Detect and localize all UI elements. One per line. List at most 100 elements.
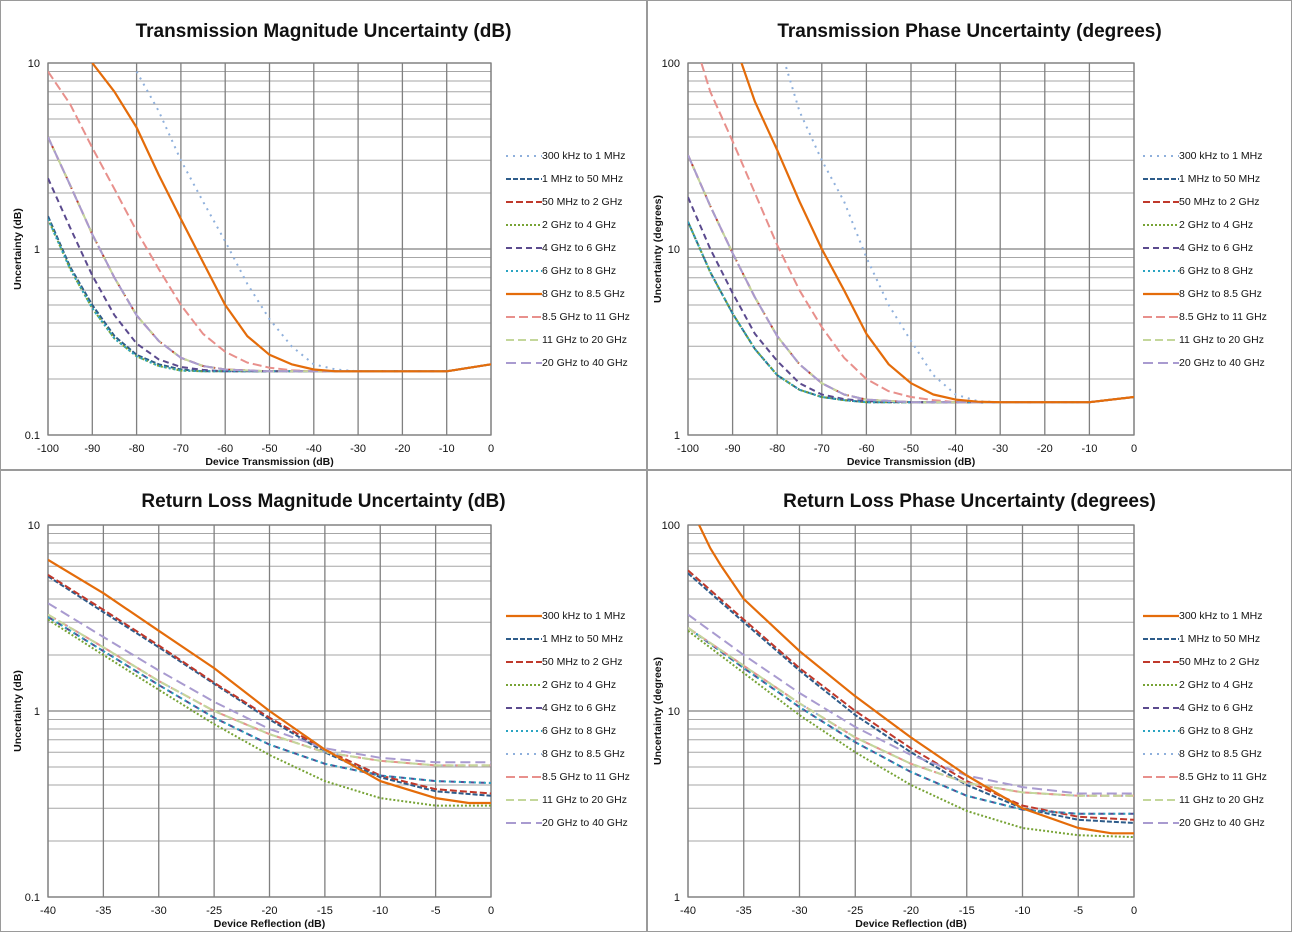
x-tick-label: -20 [1037,443,1053,455]
chart-panel-transmission-magnitude: Transmission Magnitude Uncertainty (dB) … [0,0,647,470]
y-tick-label: 0.1 [25,892,40,904]
series-line [698,525,1134,835]
legend-swatch [1143,661,1179,663]
legend-swatch [1143,247,1179,249]
legend-label: 50 MHz to 2 GHz [1179,656,1260,668]
y-tick-label: 100 [662,58,680,70]
chart-panel-return-loss-phase: Return Loss Phase Uncertainty (degrees) … [647,470,1292,932]
y-tick-label: 1 [674,430,680,442]
y-axis-label: Uncertainty (dB) [12,670,24,752]
y-axis-label: Uncertainty (dB) [12,208,24,290]
series-line [688,569,1134,821]
legend-swatch [506,224,542,226]
x-axis-label: Device Transmission (dB) [205,456,333,468]
legend-label: 1 MHz to 50 MHz [1179,173,1261,185]
legend-label: 4 GHz to 6 GHz [1179,702,1254,714]
legend-swatch [506,178,542,180]
legend-label: 300 kHz to 1 MHz [542,610,626,622]
legend-swatch [1143,178,1179,180]
plot-frame [47,524,492,898]
legend-swatch [506,247,542,249]
legend-label: 20 GHz to 40 GHz [542,817,628,829]
legend-label: 20 GHz to 40 GHz [542,357,628,369]
legend-label: 8 GHz to 8.5 GHz [1179,288,1262,300]
legend-swatch [1143,684,1179,686]
legend-swatch [1143,292,1179,296]
x-tick-label: -50 [903,443,919,455]
legend-label: 8.5 GHz to 11 GHz [1179,771,1267,783]
x-tick-label: -10 [1015,905,1031,917]
y-tick-label: 100 [662,520,680,532]
x-tick-label: 0 [1131,443,1137,455]
legend-swatch [1143,224,1179,226]
x-tick-label: -40 [40,905,56,917]
series-line [48,575,491,797]
legend-swatch [1143,799,1179,801]
legend-label: 4 GHz to 6 GHz [542,242,617,254]
legend-swatch [1143,730,1179,732]
chart-panel-return-loss-magnitude: Return Loss Magnitude Uncertainty (dB) 0… [0,470,647,932]
legend-swatch [1143,638,1179,640]
series-line [48,218,491,373]
x-tick-label: -90 [84,443,100,455]
legend-label: 6 GHz to 8 GHz [1179,265,1254,277]
y-tick-label: 1 [34,706,40,718]
legend-swatch [506,730,542,732]
y-tick-label: 0.1 [25,430,40,442]
legend-label: 6 GHz to 8 GHz [542,265,617,277]
x-tick-label: -15 [959,905,975,917]
legend-swatch [506,661,542,663]
legend-label: 4 GHz to 6 GHz [542,702,617,714]
legend-swatch [506,201,542,203]
legend-swatch [1143,201,1179,203]
chart-plot: 0.1 1 10 -40 -35 -30 -25 -20 -15 -10 -5 0 Device Ref… [12,520,494,930]
x-tick-label: -30 [151,905,167,917]
legend-label: 8.5 GHz to 11 GHz [542,771,630,783]
x-tick-label: -20 [903,905,919,917]
chart-plot: 1 10 100 -40 -35 -30 -25 -20 -15 -10 -5 0 Device Ref… [652,520,1137,930]
legend-swatch [1143,362,1179,364]
legend-label: 6 GHz to 8 GHz [542,725,617,737]
legend-swatch [506,316,542,318]
series-line [688,626,1134,797]
x-axis-label: Device Reflection (dB) [214,918,325,930]
x-tick-label: -5 [431,905,441,917]
legend-label: 1 MHz to 50 MHz [1179,633,1261,645]
chart-title: Return Loss Phase Uncertainty (degrees) [783,491,1156,512]
chart-title: Transmission Magnitude Uncertainty (dB) [135,21,512,42]
series-line [48,558,491,805]
legend-swatch [506,339,542,341]
x-tick-label: 0 [488,443,494,455]
plot-frame [687,62,1135,436]
series-line [688,572,1134,824]
x-tick-label: -50 [262,443,278,455]
legend-label: 11 GHz to 20 GHz [542,794,628,806]
x-axis-label: Device Reflection (dB) [855,918,966,930]
legend-swatch [506,155,542,157]
legend-swatch [1143,822,1179,824]
y-tick-label: 1 [34,244,40,256]
series-line [688,626,1134,797]
x-tick-label: -40 [680,905,696,917]
series-line [688,630,1134,839]
legend-label: 300 kHz to 1 MHz [1179,610,1263,622]
legend-label: 11 GHz to 20 GHz [1179,794,1265,806]
x-tick-label: -30 [992,443,1008,455]
legend-swatch [506,362,542,364]
legend-label: 4 GHz to 6 GHz [1179,242,1254,254]
legend-label: 2 GHz to 4 GHz [1179,219,1254,231]
x-tick-label: 0 [1131,905,1137,917]
x-tick-label: -35 [95,905,111,917]
x-tick-label: -10 [372,905,388,917]
x-tick-label: -25 [847,905,863,917]
x-tick-label: -30 [792,905,808,917]
legend-label: 1 MHz to 50 MHz [542,633,624,645]
legend-label: 300 kHz to 1 MHz [1179,150,1263,162]
legend-swatch [1143,316,1179,318]
legend-label: 8 GHz to 8.5 GHz [1179,748,1262,760]
legend-label: 6 GHz to 8 GHz [1179,725,1254,737]
chart-panel-transmission-phase: Transmission Phase Uncertainty (degrees)… [647,0,1292,470]
legend-label: 1 MHz to 50 MHz [542,173,624,185]
legend-label: 50 MHz to 2 GHz [1179,196,1260,208]
